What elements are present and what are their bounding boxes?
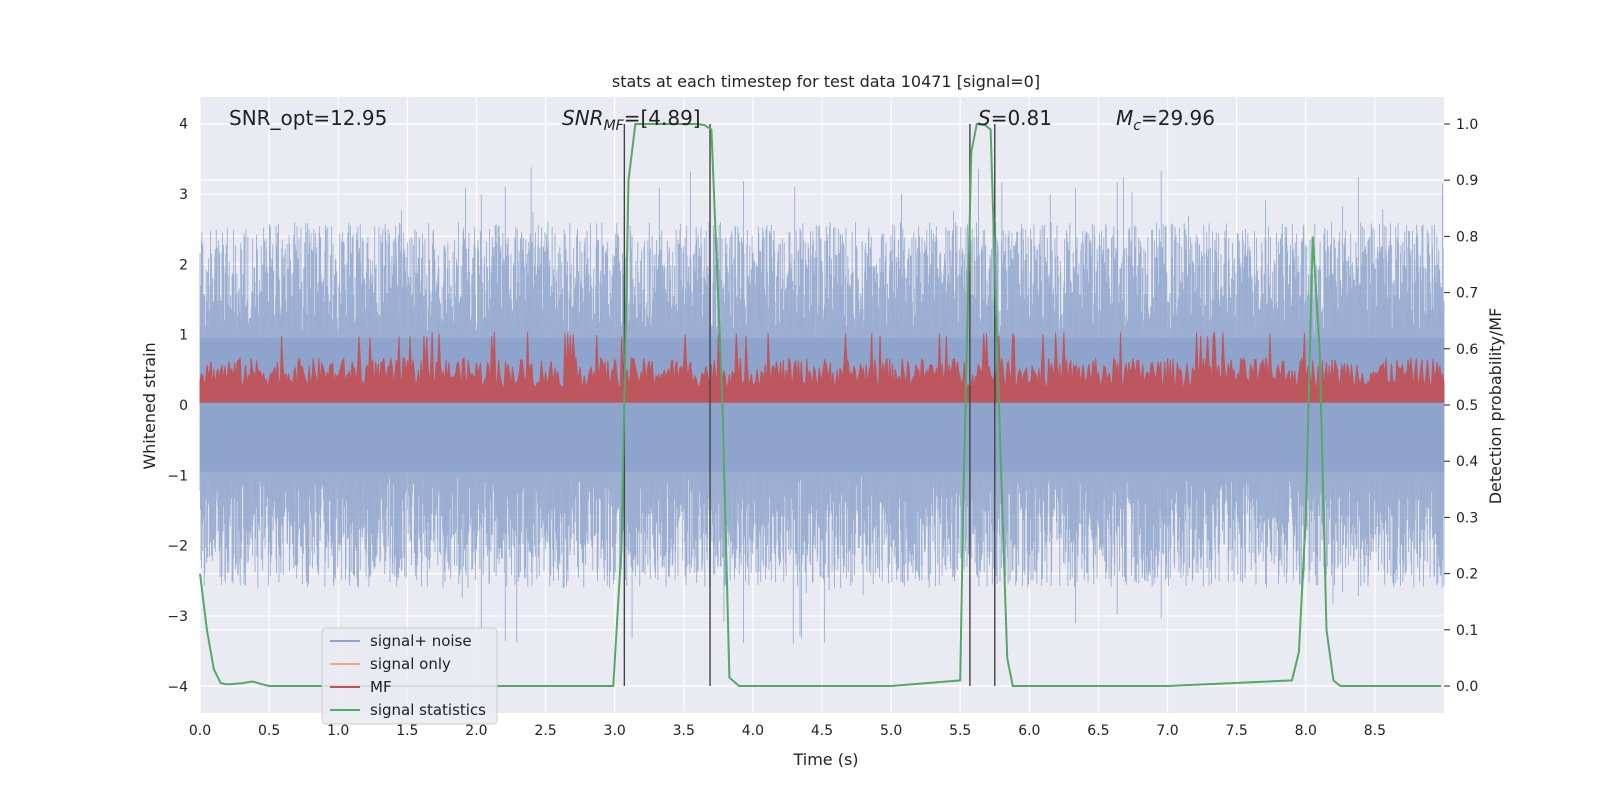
x-tick-label: 0.5 bbox=[258, 723, 280, 739]
legend-label-mf: MF bbox=[370, 678, 392, 696]
y2-tick-label: 0.5 bbox=[1456, 398, 1478, 414]
legend-box bbox=[321, 627, 498, 725]
x-tick-label: 3.5 bbox=[673, 723, 695, 739]
y2-tick-label: 0.1 bbox=[1456, 623, 1478, 639]
y-axis-label: Whitened strain bbox=[140, 342, 159, 469]
y-tick-label: 1 bbox=[179, 328, 188, 344]
chart-title: stats at each timestep for test data 104… bbox=[612, 72, 1040, 91]
x-tick-label: 8.0 bbox=[1295, 723, 1317, 739]
x-tick-label: 6.0 bbox=[1018, 723, 1040, 739]
annotation-s-value: =0.81 bbox=[991, 106, 1052, 130]
y-tick-label: −1 bbox=[167, 468, 188, 484]
x-tick-label: 2.0 bbox=[465, 723, 487, 739]
x-tick-label: 6.5 bbox=[1087, 723, 1109, 739]
x-tick-label: 4.5 bbox=[811, 723, 833, 739]
y-tick-label: 0 bbox=[179, 398, 188, 414]
x-tick-label: 5.5 bbox=[949, 723, 971, 739]
x-tick-label: 8.5 bbox=[1364, 723, 1386, 739]
legend-label-signal-only: signal only bbox=[370, 655, 451, 673]
x-tick-label: 7.5 bbox=[1226, 723, 1248, 739]
x-tick-label: 7.0 bbox=[1156, 723, 1178, 739]
y2-axis-ticks: 0.0 0.1 0.2 0.3 0.4 0.5 0.6 0.7 0.8 0.9 1.0 bbox=[1444, 117, 1478, 695]
x-tick-label: 1.5 bbox=[396, 723, 418, 739]
y2-tick-label: 0.8 bbox=[1456, 229, 1478, 245]
y2-tick-label: 0.9 bbox=[1456, 173, 1478, 189]
annotation-mc-symbol: M bbox=[1116, 106, 1133, 130]
series-signal-statistics bbox=[199, 122, 1442, 688]
y2-tick-label: 0.7 bbox=[1456, 286, 1478, 302]
y-tick-label: 3 bbox=[179, 187, 188, 203]
annotation-snr-mf-subscript: MF bbox=[604, 118, 625, 134]
y-tick-label: −3 bbox=[167, 609, 188, 625]
y2-tick-label: 1.0 bbox=[1456, 117, 1478, 133]
annotation-snr-mf: SNRMF=[4.89] bbox=[562, 106, 701, 134]
legend-label-signal-noise: signal+ noise bbox=[370, 632, 472, 650]
x-tick-label: 4.0 bbox=[742, 723, 764, 739]
legend-label-signal-statistics: signal statistics bbox=[370, 701, 486, 719]
annotation-mc: Mc=29.96 bbox=[1116, 106, 1215, 134]
mf-line bbox=[199, 331, 1445, 403]
x-tick-label: 2.5 bbox=[534, 723, 556, 739]
annotation-snr-mf-value: =[4.89] bbox=[624, 106, 701, 130]
series-mf bbox=[199, 331, 1445, 403]
y2-tick-label: 0.6 bbox=[1456, 342, 1478, 358]
signal-statistics-line bbox=[199, 122, 1442, 688]
signal-noise-core bbox=[200, 338, 1444, 472]
y2-tick-label: 0.2 bbox=[1456, 567, 1478, 583]
x-axis-label: Time (s) bbox=[792, 750, 858, 769]
annotation-snr-opt: SNR_opt=12.95 bbox=[229, 106, 387, 130]
x-tick-label: 3.0 bbox=[604, 723, 626, 739]
y2-tick-label: 0.4 bbox=[1456, 454, 1478, 470]
y2-axis-label: Detection probability/MF bbox=[1486, 308, 1505, 505]
annotation-snr-mf-symbol: SNR bbox=[562, 106, 604, 130]
x-tick-label: 0.0 bbox=[189, 723, 211, 739]
y-tick-label: 4 bbox=[179, 117, 188, 133]
x-axis-ticks: 0.0 0.5 1.0 1.5 2.0 2.5 3.0 3.5 4.0 4.5 5.0 5.5 6.0 6… bbox=[189, 723, 1386, 739]
y-axis-ticks: −4 −3 −2 −1 0 1 2 3 4 bbox=[167, 117, 188, 696]
annotation-mc-value: =29.96 bbox=[1141, 106, 1215, 130]
x-tick-label: 5.0 bbox=[880, 723, 902, 739]
y-tick-label: −4 bbox=[167, 679, 188, 695]
annotation-s: S=0.81 bbox=[978, 106, 1052, 130]
y-tick-label: 2 bbox=[179, 257, 188, 273]
x-tick-label: 1.0 bbox=[327, 723, 349, 739]
y2-tick-label: 0.3 bbox=[1456, 510, 1478, 526]
y2-tick-label: 0.0 bbox=[1456, 679, 1478, 695]
annotation-s-symbol: S bbox=[978, 106, 991, 130]
annotation-mc-subscript: c bbox=[1133, 118, 1141, 134]
y-tick-label: −2 bbox=[167, 539, 188, 555]
legend: signal+ noise signal only MF signal stat… bbox=[321, 627, 498, 725]
